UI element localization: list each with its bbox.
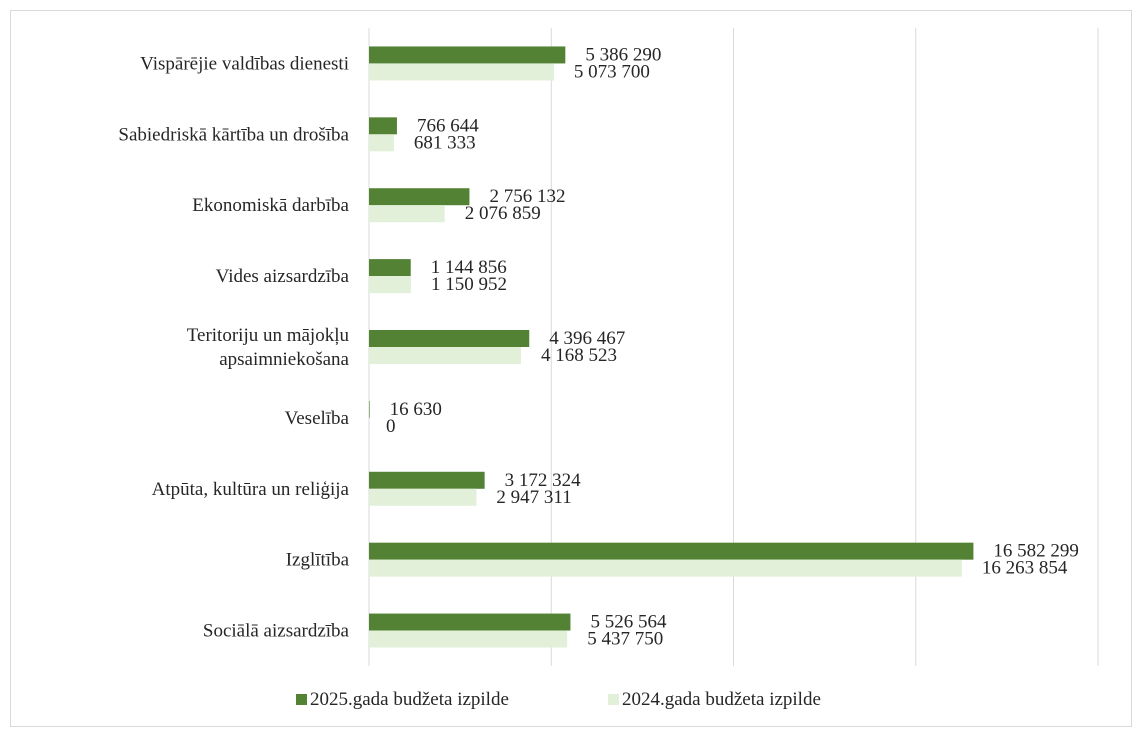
data-label-2025: 5 526 564	[590, 612, 667, 633]
bar-2025	[369, 400, 370, 418]
category-label: apsaimniekošana	[219, 349, 349, 370]
data-label-2024: 1 150 952	[431, 274, 507, 295]
data-label-2025: 16 630	[390, 399, 442, 420]
data-label-2024: 2 947 311	[496, 487, 571, 508]
category-label: Vides aizsardzība	[216, 266, 350, 287]
data-label-2025: 5 386 290	[585, 44, 661, 65]
bar-2025	[369, 259, 411, 277]
category-label: Teritoriju un mājokļu	[187, 325, 350, 346]
bar-2025	[369, 188, 470, 206]
category-label: Izglītība	[286, 550, 350, 571]
data-label-2025: 2 756 132	[489, 186, 565, 207]
data-label-2024: 16 263 854	[982, 558, 1068, 579]
chart-frame	[10, 10, 1132, 727]
data-label-2024: 4 168 523	[541, 345, 617, 366]
bar-2025	[369, 471, 485, 489]
data-label-2024: 5 437 750	[587, 629, 663, 650]
data-label-2024: 681 333	[414, 132, 476, 153]
legend-label-2025: 2025.gada budžeta izpilde	[310, 689, 509, 710]
category-label: Vispārējie valdības dienesti	[140, 53, 349, 74]
legend-swatch-2025	[296, 694, 307, 705]
category-label: Veselība	[285, 408, 350, 429]
data-label-2025: 766 644	[417, 115, 479, 136]
bar-2024	[369, 488, 477, 506]
data-label-2025: 1 144 856	[431, 257, 507, 278]
legend-label-2024: 2024.gada budžeta izpilde	[622, 689, 821, 710]
data-label-2025: 16 582 299	[993, 541, 1079, 562]
category-label: Sabiedriskā kārtība un drošība	[118, 124, 349, 145]
legend-swatch-2024	[608, 694, 619, 705]
data-label-2025: 3 172 324	[505, 470, 582, 491]
bar-2024	[369, 205, 445, 223]
category-label: Sociālā aizsardzība	[203, 621, 350, 642]
bar-2024	[369, 63, 554, 81]
bar-2024	[369, 559, 962, 577]
data-label-2024: 2 076 859	[465, 203, 541, 224]
bar-2025	[369, 330, 530, 347]
bar-2024	[369, 630, 568, 648]
bar-2025	[369, 46, 566, 64]
category-label: Ekonomiskā darbība	[192, 195, 349, 216]
bar-2024	[369, 276, 411, 294]
bar-2025	[369, 542, 974, 560]
bar-2024	[369, 134, 394, 152]
category-label: Atpūta, kultūra un reliģija	[152, 479, 350, 500]
bar-2025	[369, 117, 397, 135]
data-label-2024: 5 073 700	[574, 61, 650, 82]
bar-2024	[369, 347, 521, 364]
data-label-2024: 0	[386, 416, 396, 437]
bar-2025	[369, 613, 571, 631]
data-label-2025: 4 396 467	[549, 328, 625, 349]
